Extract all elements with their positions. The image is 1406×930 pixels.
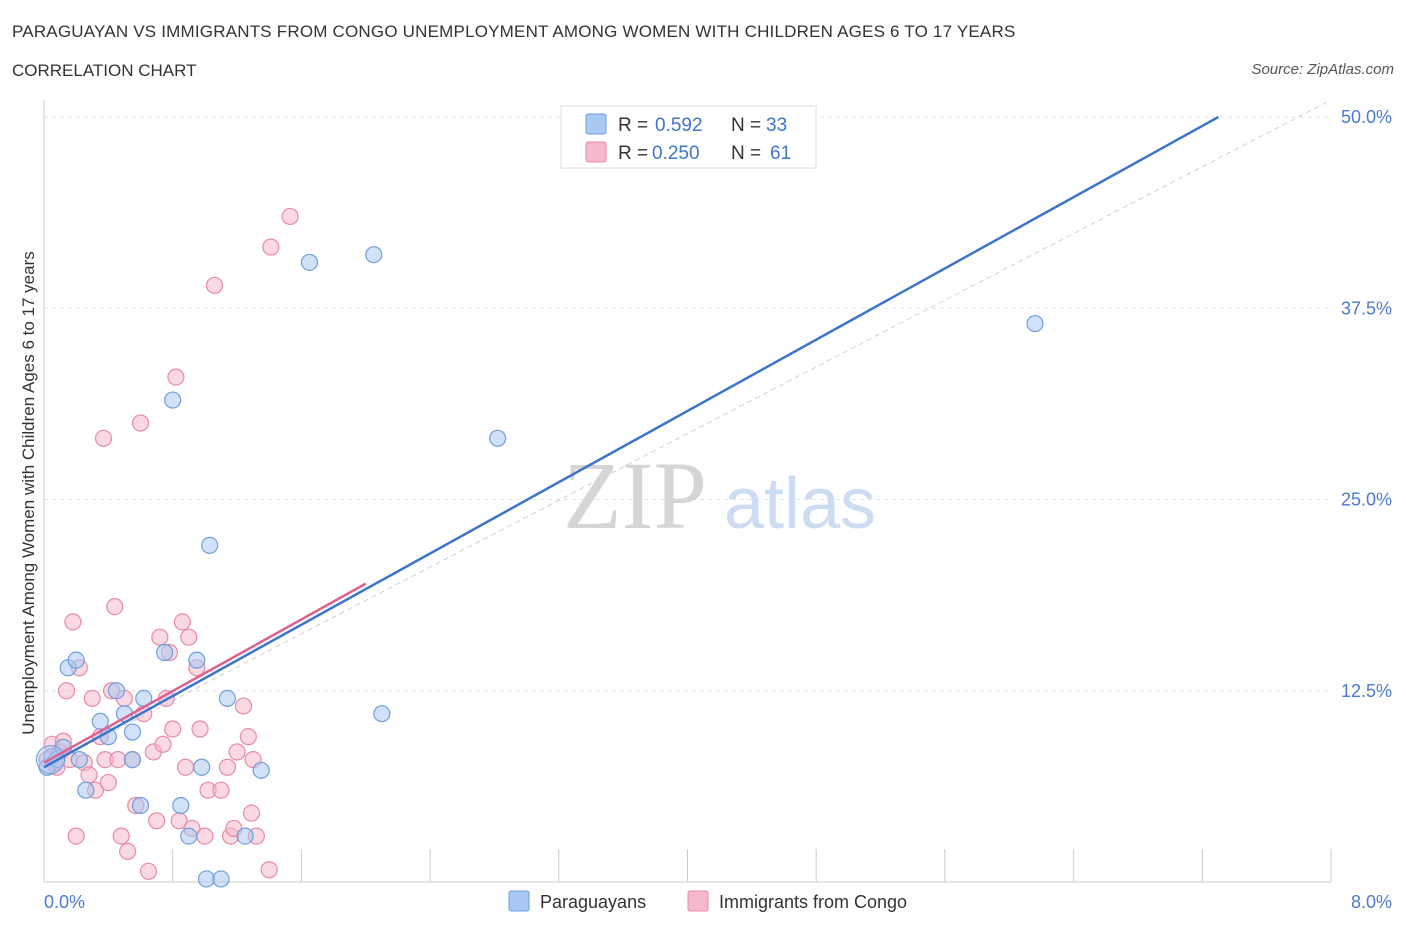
point-congo-20 bbox=[109, 750, 127, 769]
point-paraguayans-26 bbox=[252, 761, 270, 779]
watermark: ZIP atlas bbox=[563, 442, 876, 549]
point-paraguayans-12 bbox=[131, 796, 150, 815]
y-tick-label-0: 12.5% bbox=[1341, 681, 1392, 701]
point-paraguayans-23 bbox=[212, 870, 230, 888]
legend-n-value-2: 61 bbox=[770, 143, 791, 164]
point-congo-39 bbox=[176, 758, 195, 776]
watermark-atlas: atlas bbox=[724, 464, 876, 544]
point-paraguayans-5 bbox=[70, 750, 88, 769]
chart-title: PARAGUAYAN VS IMMIGRANTS FROM CONGO UNEM… bbox=[12, 22, 1016, 41]
correlation-legend: R = 0.592 N = 33 R = 0.250 N = 61 bbox=[560, 105, 817, 169]
legend-r-value-2: 0.250 bbox=[652, 143, 700, 164]
bottom-legend-paraguayans: Paraguayans bbox=[540, 892, 646, 912]
point-congo-36 bbox=[167, 368, 185, 386]
point-congo-19 bbox=[106, 597, 124, 616]
bottom-legend-swatch-congo bbox=[687, 890, 709, 912]
y-tick-labels: 12.5% 25.0% 37.5% 50.0% bbox=[1341, 107, 1392, 701]
legend-r-label-2: R = bbox=[618, 143, 648, 164]
x-tick-label-min: 0.0% bbox=[44, 892, 85, 912]
point-paraguayans-30 bbox=[489, 429, 507, 447]
point-congo-43 bbox=[191, 720, 209, 738]
trend-line-paraguayans bbox=[43, 115, 1219, 769]
point-congo-12 bbox=[83, 689, 101, 708]
point-congo-15 bbox=[94, 429, 113, 447]
bottom-legend-swatch-paraguayans bbox=[508, 890, 530, 912]
point-paraguayans-9 bbox=[107, 682, 125, 700]
point-paraguayans-18 bbox=[180, 827, 198, 845]
point-congo-44 bbox=[196, 827, 214, 845]
point-congo-28 bbox=[139, 862, 158, 880]
point-paraguayans-7 bbox=[91, 712, 109, 730]
point-congo-30 bbox=[148, 812, 166, 830]
point-congo-51 bbox=[228, 743, 246, 761]
legend-n-label-2: N = bbox=[731, 143, 761, 164]
bottom-legend-congo: Immigrants from Congo bbox=[719, 892, 907, 912]
watermark-zip: ZIP bbox=[563, 442, 707, 549]
point-congo-5 bbox=[57, 682, 76, 700]
point-congo-31 bbox=[151, 628, 169, 646]
point-paraguayans-14 bbox=[123, 723, 142, 741]
trend-lines bbox=[43, 115, 1219, 769]
point-congo-21 bbox=[112, 827, 130, 845]
point-congo-38 bbox=[173, 613, 191, 631]
point-congo-57 bbox=[260, 861, 278, 879]
point-paraguayans-29 bbox=[373, 705, 391, 723]
point-congo-58 bbox=[262, 238, 280, 256]
point-paraguayans-15 bbox=[156, 643, 174, 662]
point-paraguayans-24 bbox=[218, 689, 236, 708]
point-paraguayans-17 bbox=[172, 796, 190, 815]
scatter-points bbox=[35, 207, 1044, 888]
point-congo-53 bbox=[239, 728, 257, 746]
grid-lines bbox=[44, 116, 1331, 692]
legend-n-label-1: N = bbox=[731, 115, 761, 136]
point-congo-32 bbox=[154, 735, 172, 753]
legend-swatch-paraguayans bbox=[585, 113, 607, 135]
axes bbox=[43, 99, 1332, 883]
point-paraguayans-25 bbox=[236, 827, 254, 845]
series-legend: Paraguayans Immigrants from Congo bbox=[508, 890, 907, 912]
point-congo-8 bbox=[67, 827, 85, 845]
y-axis-label: Unemployment Among Women with Children A… bbox=[19, 251, 38, 735]
point-paraguayans-22 bbox=[197, 870, 216, 888]
legend-n-value-1: 33 bbox=[766, 115, 787, 136]
x-tick-label-max: 8.0% bbox=[1351, 892, 1392, 912]
y-tick-label-3: 50.0% bbox=[1341, 107, 1392, 127]
point-paraguayans-28 bbox=[365, 246, 383, 264]
y-tick-label-1: 25.0% bbox=[1341, 490, 1392, 510]
point-congo-48 bbox=[218, 758, 236, 776]
chart-source: Source: ZipAtlas.com bbox=[1251, 61, 1394, 78]
point-paraguayans-27 bbox=[300, 253, 319, 271]
trend-line-congo bbox=[43, 582, 367, 764]
reference-diagonal bbox=[43, 99, 1332, 768]
y-tick-label-2: 37.5% bbox=[1341, 298, 1392, 318]
point-congo-35 bbox=[164, 720, 182, 738]
point-paraguayans-19 bbox=[188, 651, 206, 669]
point-congo-54 bbox=[242, 804, 261, 822]
point-paraguayans-21 bbox=[201, 536, 219, 555]
chart-subtitle: CORRELATION CHART bbox=[12, 61, 197, 80]
point-paraguayans-31 bbox=[1026, 314, 1044, 333]
point-congo-46 bbox=[205, 276, 224, 294]
point-congo-47 bbox=[212, 781, 230, 799]
point-paraguayans-11 bbox=[123, 750, 142, 769]
point-congo-52 bbox=[234, 697, 253, 715]
point-congo-26 bbox=[131, 414, 150, 432]
point-paraguayans-16 bbox=[164, 391, 182, 409]
point-paraguayans-6 bbox=[77, 781, 95, 799]
point-congo-17 bbox=[99, 773, 117, 792]
point-paraguayans-20 bbox=[193, 758, 211, 776]
legend-swatch-congo bbox=[585, 141, 607, 163]
point-congo-11 bbox=[80, 766, 98, 784]
point-congo-59 bbox=[281, 207, 299, 226]
point-congo-7 bbox=[64, 613, 82, 631]
point-congo-40 bbox=[180, 628, 198, 646]
legend-r-label-1: R = bbox=[618, 115, 648, 136]
legend-r-value-1: 0.592 bbox=[655, 115, 703, 136]
point-congo-23 bbox=[119, 842, 137, 861]
point-paraguayans-32 bbox=[67, 651, 85, 669]
